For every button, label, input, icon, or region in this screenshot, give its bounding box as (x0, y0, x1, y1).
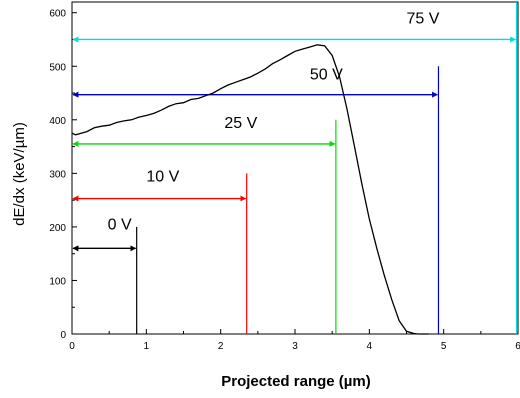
range-label: 75 V (407, 10, 440, 27)
y-tick-label: 400 (49, 116, 66, 127)
x-axis-title: Projected range (µm) (221, 373, 371, 390)
y-tick-label: 500 (49, 62, 66, 73)
x-tick-label: 0 (69, 341, 75, 352)
range-label: 0 V (108, 217, 132, 234)
x-tick-label: 3 (292, 341, 298, 352)
x-tick-label: 5 (441, 341, 447, 352)
y-tick-label: 100 (49, 276, 66, 287)
y-axis-title: dE/dx (keV/µm) (11, 122, 28, 226)
range-label: 25 V (224, 115, 257, 132)
range-markers: 0 V 10 V 25 V 50 V 75 V (72, 2, 518, 334)
y-tick-label: 600 (49, 9, 66, 20)
range-label: 50 V (310, 67, 343, 84)
x-tick-label: 1 (144, 341, 150, 352)
y-axis: 0 100 200 300 400 500 600 (49, 9, 77, 341)
x-tick-label: 4 (367, 341, 373, 352)
x-tick-label: 2 (218, 341, 224, 352)
y-tick-label: 300 (49, 169, 66, 180)
x-tick-label: 6 (515, 341, 520, 352)
x-axis: 0 1 2 3 4 5 6 (69, 329, 520, 352)
stopping-power-curve (71, 44, 429, 335)
y-tick-label: 0 (60, 330, 66, 341)
y-tick-label: 200 (49, 223, 66, 234)
range-label: 10 V (146, 168, 179, 185)
